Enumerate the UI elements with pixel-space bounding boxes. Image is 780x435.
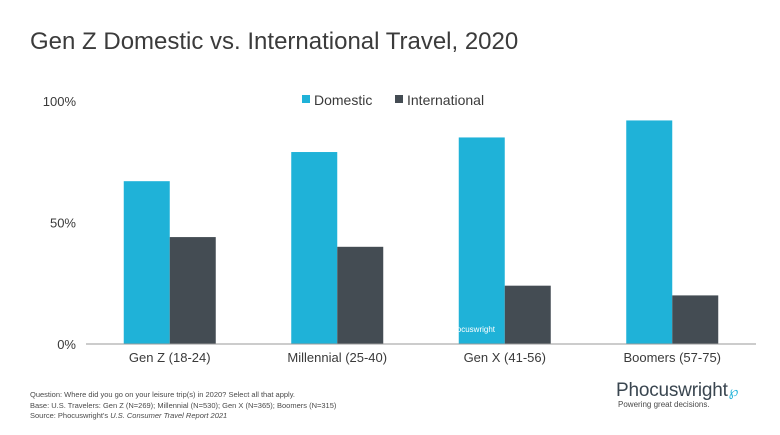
legend-swatch-domestic xyxy=(302,95,310,103)
chart-title: Gen Z Domestic vs. International Travel,… xyxy=(30,28,519,55)
bar-international-3 xyxy=(672,295,719,344)
logo-tagline: Powering great decisions. xyxy=(618,400,710,409)
legend-label-domestic: Domestic xyxy=(314,92,372,108)
legend-label-international: International xyxy=(407,92,484,108)
y-tick-label: 100% xyxy=(43,94,77,109)
x-tick-label: Boomers (57-75) xyxy=(623,350,721,365)
bar-international-0 xyxy=(169,237,216,344)
bar-domestic-0 xyxy=(123,181,170,344)
x-tick-label: Millennial (25-40) xyxy=(287,350,387,365)
watermark: Phocuswright xyxy=(447,325,496,334)
bar-chart: 0% 50% 100% Gen Z (18-24) Millennial (25-40… xyxy=(43,92,756,365)
logo-wordmark: Phocuswright xyxy=(616,380,728,401)
y-tick-label: 50% xyxy=(50,216,76,231)
x-tick-label: Gen Z (18-24) xyxy=(129,350,211,365)
y-tick-label: 0% xyxy=(57,337,76,352)
logo-mark-icon: ℘ xyxy=(728,383,739,399)
bar-domestic-1 xyxy=(291,152,338,344)
bar-international-2 xyxy=(504,285,551,344)
bars-group xyxy=(123,120,719,344)
legend: Domestic International xyxy=(302,92,484,108)
x-axis: Gen Z (18-24) Millennial (25-40) Gen X (41… xyxy=(86,343,756,365)
source-title: U.S. Consumer Travel Report 2021 xyxy=(110,411,228,420)
footnote-source: Source: Phocuswright's U.S. Consumer Tra… xyxy=(30,411,336,422)
brand-logo: Phocuswright℘ Powering great decisions. xyxy=(616,380,766,409)
legend-swatch-international xyxy=(395,95,403,103)
bar-domestic-2 xyxy=(458,137,505,344)
logo-name: Phocuswright℘ xyxy=(616,380,766,402)
bar-domestic-3 xyxy=(626,120,673,344)
footnote-base: Base: U.S. Travelers: Gen Z (N=269); Mil… xyxy=(30,400,337,410)
y-axis: 0% 50% 100% xyxy=(43,94,77,352)
bar-international-1 xyxy=(337,246,384,344)
source-prefix: Source: Phocuswright's xyxy=(30,411,111,420)
footnotes: Question: Where did you go on your leisu… xyxy=(30,390,336,422)
footnote-question: Question: Where did you go on your leisu… xyxy=(30,390,296,399)
x-tick-label: Gen X (41-56) xyxy=(464,350,546,365)
